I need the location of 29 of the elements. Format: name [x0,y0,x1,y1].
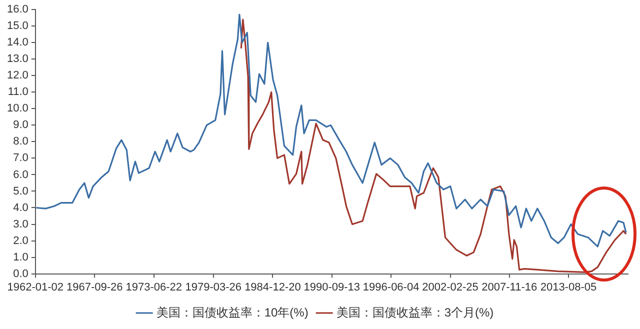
y-tick-label: 11.0 [8,86,28,98]
x-tick-label: 1979-03-26 [185,281,242,294]
y-tick-label: 10.0 [6,102,28,115]
x-tick-label: 2002-02-25 [422,281,478,294]
y-tick-label: 3.0 [13,218,28,230]
legend-label: 美国：国债收益率：10年(%) [156,305,308,320]
x-tick-label: 1973-06-22 [126,281,182,294]
y-tick-label: 6.0 [13,168,28,181]
y-tick-label: 0.0 [13,268,28,280]
y-tick-label: 15.0 [6,20,28,32]
y-tick-label: 8.0 [13,136,28,148]
y-tick-label: 12.0 [6,70,28,82]
x-tick-label: 1967-09-26 [66,281,123,294]
x-tick-label: 1962-01-02 [7,281,64,294]
y-tick-label: 7.0 [13,152,28,164]
y-tick-label: 16.0 [6,4,28,16]
y-tick-label: 4.0 [13,202,28,214]
y-tick-label: 1.0 [13,251,28,264]
y-tick-label: 14.0 [6,36,28,49]
x-tick-label: 1984-12-20 [244,281,301,294]
y-tick-label: 2.0 [13,234,28,247]
x-tick-label: 2013-08-05 [540,281,597,294]
legend-label: 美国：国债收益率：3个月(%) [336,305,494,320]
x-tick-label: 1990-09-13 [304,281,360,294]
y-tick-label: 13.0 [6,53,28,66]
y-tick-label: 5.0 [13,185,28,198]
y-tick-label: 9.0 [13,119,28,132]
x-tick-label: 1996-06-04 [362,281,420,294]
x-tick-label: 2007-11-16 [482,281,538,294]
